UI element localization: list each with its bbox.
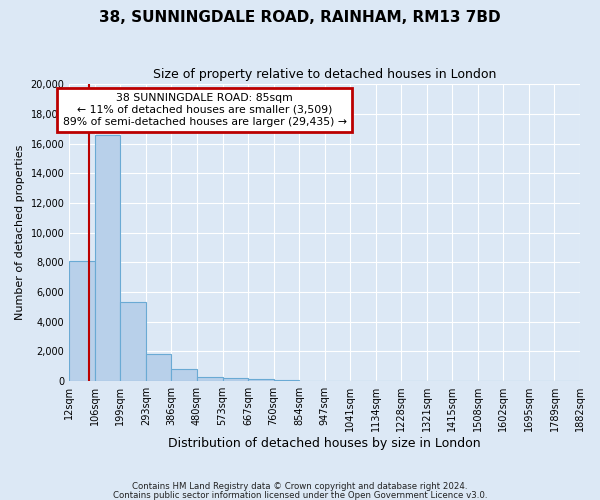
X-axis label: Distribution of detached houses by size in London: Distribution of detached houses by size … (169, 437, 481, 450)
Bar (146, 354, 172, 381)
Bar (223, 378, 248, 381)
Bar (95, 135, 121, 381)
Bar (172, 369, 197, 381)
Text: 38, SUNNINGDALE ROAD, RAINHAM, RM13 7BD: 38, SUNNINGDALE ROAD, RAINHAM, RM13 7BD (99, 10, 501, 25)
Bar (248, 380, 274, 381)
Text: Contains HM Land Registry data © Crown copyright and database right 2024.: Contains HM Land Registry data © Crown c… (132, 482, 468, 491)
Text: 38 SUNNINGDALE ROAD: 85sqm
← 11% of detached houses are smaller (3,509)
89% of s: 38 SUNNINGDALE ROAD: 85sqm ← 11% of deta… (62, 94, 347, 126)
Text: Contains public sector information licensed under the Open Government Licence v3: Contains public sector information licen… (113, 490, 487, 500)
Bar (274, 380, 299, 381)
Title: Size of property relative to detached houses in London: Size of property relative to detached ho… (153, 68, 496, 80)
Bar (69, 261, 95, 381)
Y-axis label: Number of detached properties: Number of detached properties (15, 145, 25, 320)
Bar (121, 302, 146, 381)
Bar (197, 377, 223, 381)
